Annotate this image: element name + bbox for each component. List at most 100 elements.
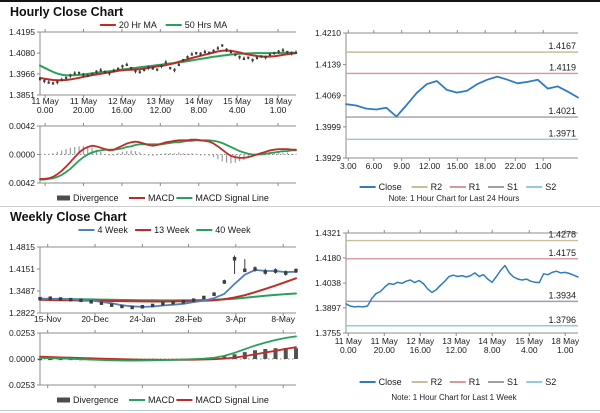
svg-text:15 May: 15 May [223, 96, 252, 106]
svg-text:4.00: 4.00 [521, 345, 538, 355]
svg-text:1.4119: 1.4119 [549, 62, 576, 72]
svg-text:8.00: 8.00 [484, 345, 501, 355]
svg-text:11 May: 11 May [70, 96, 98, 106]
svg-text:1.3999: 1.3999 [315, 122, 341, 132]
svg-text:18 May: 18 May [551, 336, 580, 346]
svg-text:40 Week: 40 Week [215, 225, 251, 235]
svg-text:1.4167: 1.4167 [548, 41, 576, 51]
svg-text:3.00: 3.00 [340, 161, 357, 171]
svg-text:1.4278: 1.4278 [548, 230, 576, 240]
svg-text:4.00: 4.00 [229, 105, 246, 115]
svg-text:1.4175: 1.4175 [548, 248, 576, 258]
svg-text:1.3796: 1.3796 [548, 315, 576, 325]
svg-text:3-Apr: 3-Apr [225, 314, 246, 324]
hourly-section-title: Hourly Close Chart [10, 5, 124, 19]
svg-text:13 May: 13 May [146, 96, 175, 106]
svg-text:14 May: 14 May [185, 96, 214, 106]
svg-text:1.3487: 1.3487 [9, 286, 35, 296]
svg-text:15 May: 15 May [515, 336, 544, 346]
svg-text:12.00: 12.00 [150, 105, 172, 115]
hourly-macd-chart: 0.0042 0.0000 -0.0042 Divergence MACD MACD Si… [8, 121, 297, 203]
svg-text:0.00: 0.00 [37, 105, 54, 115]
svg-text:12.00: 12.00 [446, 345, 468, 355]
svg-text:-0.0042: -0.0042 [8, 178, 35, 188]
svg-text:4 Week: 4 Week [98, 225, 129, 235]
svg-text:0.00: 0.00 [340, 345, 357, 355]
svg-text:1.00: 1.00 [535, 161, 552, 171]
svg-text:11 May: 11 May [31, 96, 59, 106]
svg-text:12 May: 12 May [406, 336, 435, 346]
svg-text:13 May: 13 May [442, 336, 471, 346]
svg-text:9.00: 9.00 [393, 161, 410, 171]
svg-text:1.4139: 1.4139 [315, 60, 341, 70]
hourly-pivot-note: Note: 1 Hour Chart for Last 24 Hours [388, 194, 520, 203]
section-divider [0, 206, 600, 207]
svg-text:15-Nov: 15-Nov [34, 314, 62, 324]
svg-text:11 May: 11 May [371, 336, 399, 346]
svg-text:14 May: 14 May [478, 336, 507, 346]
svg-text:20-Dec: 20-Dec [81, 314, 109, 324]
svg-text:R2: R2 [431, 377, 443, 387]
svg-text:1.3897: 1.3897 [315, 303, 341, 313]
svg-text:1.4321: 1.4321 [315, 228, 341, 238]
svg-text:24-Jan: 24-Jan [129, 314, 155, 324]
svg-text:0.0000: 0.0000 [9, 150, 35, 160]
svg-text:1.4210: 1.4210 [315, 28, 341, 38]
svg-text:16.00: 16.00 [111, 105, 133, 115]
svg-text:Divergence: Divergence [73, 395, 119, 405]
svg-text:1.4080: 1.4080 [9, 48, 35, 58]
svg-text:1.4069: 1.4069 [315, 91, 341, 101]
svg-text:6.00: 6.00 [366, 161, 383, 171]
svg-text:MACD: MACD [148, 193, 175, 203]
svg-text:50 Hrs MA: 50 Hrs MA [185, 20, 228, 30]
svg-text:1.3966: 1.3966 [9, 69, 35, 79]
svg-text:S2: S2 [545, 182, 556, 192]
bottom-border [0, 410, 600, 411]
weekly-macd-chart: 0.0253 0.0000 -0.0253 Divergence MACD MACD Si… [8, 329, 298, 405]
svg-text:1.3851: 1.3851 [9, 90, 35, 100]
svg-text:20.00: 20.00 [73, 105, 95, 115]
svg-text:18.00: 18.00 [475, 161, 497, 171]
svg-text:0.0000: 0.0000 [9, 354, 35, 364]
svg-text:16.00: 16.00 [410, 345, 432, 355]
svg-text:R2: R2 [431, 182, 443, 192]
svg-text:MACD: MACD [148, 395, 175, 405]
svg-text:28-Feb: 28-Feb [175, 314, 202, 324]
svg-text:12.00: 12.00 [419, 161, 441, 171]
svg-text:MACD Signal Line: MACD Signal Line [195, 193, 269, 203]
svg-text:18 May: 18 May [264, 96, 293, 106]
svg-text:8-May: 8-May [271, 314, 295, 324]
svg-text:8.00: 8.00 [190, 105, 207, 115]
svg-text:1.3971: 1.3971 [548, 128, 576, 138]
svg-text:R1: R1 [469, 377, 481, 387]
svg-text:15.00: 15.00 [447, 161, 469, 171]
svg-text:S1: S1 [507, 377, 518, 387]
svg-text:1.4021: 1.4021 [548, 106, 576, 116]
svg-text:1.4195: 1.4195 [9, 27, 35, 37]
svg-text:-0.0253: -0.0253 [8, 380, 35, 390]
svg-text:20.00: 20.00 [374, 345, 396, 355]
svg-text:12 May: 12 May [108, 96, 137, 106]
svg-text:Close: Close [379, 377, 402, 387]
svg-text:13 Week: 13 Week [154, 225, 190, 235]
svg-text:1.00: 1.00 [557, 345, 574, 355]
svg-text:20 Hr MA: 20 Hr MA [119, 20, 157, 30]
svg-text:1.3755: 1.3755 [315, 328, 341, 338]
svg-text:0.0253: 0.0253 [9, 329, 35, 338]
svg-text:1.00: 1.00 [270, 105, 287, 115]
svg-text:S2: S2 [545, 377, 556, 387]
svg-text:Divergence: Divergence [73, 193, 119, 203]
svg-text:S1: S1 [507, 182, 518, 192]
svg-text:Close: Close [379, 182, 402, 192]
svg-text:MACD Signal Line: MACD Signal Line [195, 395, 269, 405]
svg-text:R1: R1 [469, 182, 481, 192]
svg-text:1.4151: 1.4151 [9, 264, 35, 274]
top-border [0, 0, 600, 2]
svg-text:0.0042: 0.0042 [9, 121, 35, 131]
weekly-pivot-note: Note: 1 Hour Chart for Last 1 Week [391, 393, 517, 402]
